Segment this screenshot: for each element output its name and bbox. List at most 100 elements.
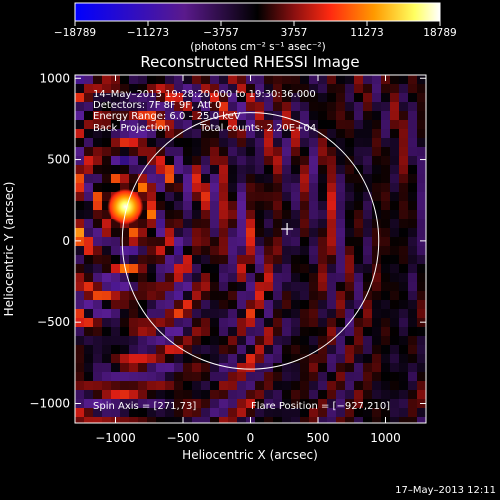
heatmap-cell	[345, 345, 355, 355]
heatmap-cell	[318, 84, 328, 94]
heatmap-cell	[246, 372, 256, 382]
heatmap-cell	[129, 165, 139, 175]
heatmap-cell	[93, 408, 103, 418]
heatmap-cell	[327, 201, 337, 211]
heatmap-cell	[399, 156, 409, 166]
heatmap-cell	[417, 183, 426, 193]
heatmap-cell	[75, 138, 85, 148]
heatmap-cell	[156, 75, 166, 85]
heatmap-cell	[390, 282, 400, 292]
heatmap-cell	[345, 75, 355, 85]
heatmap-cell	[354, 147, 364, 157]
heatmap-cell	[102, 147, 112, 157]
heatmap-cell	[309, 93, 319, 103]
heatmap-cell	[399, 75, 409, 85]
heatmap-cell	[156, 354, 166, 364]
heatmap-cell	[291, 111, 301, 121]
heatmap-cell	[372, 336, 382, 346]
heatmap-cell	[300, 390, 310, 400]
heatmap-cell	[138, 210, 148, 220]
heatmap-cell	[102, 264, 112, 274]
heatmap-cell	[183, 192, 193, 202]
heatmap-cell	[174, 219, 184, 229]
heatmap-cell	[390, 381, 400, 391]
heatmap-cell	[156, 183, 166, 193]
heatmap-cell	[246, 147, 256, 157]
heatmap-cell	[201, 228, 211, 238]
heatmap-cell	[129, 408, 139, 418]
heatmap-cell	[84, 264, 94, 274]
heatmap-cell	[399, 318, 409, 328]
heatmap-cell	[300, 327, 310, 337]
heatmap-cell	[390, 84, 400, 94]
heatmap-cell	[354, 372, 364, 382]
heatmap-cell	[183, 309, 193, 319]
heatmap-cell	[300, 165, 310, 175]
heatmap-cell	[102, 381, 112, 391]
heatmap-cell	[399, 291, 409, 301]
heatmap-cell	[282, 381, 292, 391]
heatmap-cell	[174, 201, 184, 211]
heatmap-cell	[111, 390, 121, 400]
heatmap-cell	[129, 246, 139, 256]
heatmap-cell	[192, 165, 202, 175]
heatmap-cell	[156, 282, 166, 292]
heatmap-cell	[201, 111, 211, 121]
heatmap-cell	[291, 156, 301, 166]
heatmap-cell	[192, 237, 202, 247]
heatmap-cell	[138, 300, 148, 310]
heatmap-cell	[354, 300, 364, 310]
heatmap-cell	[318, 363, 328, 373]
heatmap-cell	[399, 345, 409, 355]
colorbar-unit-label: (photons cm⁻² s⁻¹ asec⁻²)	[190, 41, 325, 53]
heatmap-cell	[327, 282, 337, 292]
heatmap-cell	[345, 174, 355, 184]
y-tick-label: 0	[62, 234, 70, 248]
heatmap-cell	[111, 165, 121, 175]
heatmap-cell	[390, 372, 400, 382]
heatmap-cell	[192, 255, 202, 265]
heatmap-cell	[111, 219, 121, 229]
heatmap-cell	[255, 129, 265, 139]
heatmap-cell	[246, 282, 256, 292]
heatmap-cell	[102, 408, 112, 418]
heatmap-cell	[417, 210, 426, 220]
heatmap-cell	[408, 264, 418, 274]
heatmap-cell	[129, 291, 139, 301]
heatmap-cell	[300, 129, 310, 139]
heatmap-cell	[399, 390, 409, 400]
heatmap-cell	[228, 156, 238, 166]
heatmap-cell	[174, 327, 184, 337]
heatmap-cell	[165, 111, 175, 121]
heatmap-cell	[354, 120, 364, 130]
heatmap-cell	[93, 363, 103, 373]
heatmap-cell	[174, 147, 184, 157]
heatmap-cell	[273, 210, 283, 220]
heatmap-cell	[399, 264, 409, 274]
heatmap-cell	[291, 345, 301, 355]
heatmap-cell	[75, 417, 85, 423]
heatmap-cell	[318, 354, 328, 364]
heatmap-cell	[111, 399, 121, 409]
y-tick-label: 1000	[39, 71, 70, 85]
heatmap-cell	[93, 201, 103, 211]
heatmap-cell	[372, 318, 382, 328]
heatmap-cell	[345, 390, 355, 400]
heatmap-cell	[219, 381, 229, 391]
heatmap-cell	[219, 147, 229, 157]
heatmap-cell	[156, 147, 166, 157]
heatmap-cell	[210, 156, 220, 166]
heatmap-cell	[165, 138, 175, 148]
heatmap-cell	[93, 291, 103, 301]
heatmap-cell	[120, 129, 130, 139]
heatmap-cell	[273, 309, 283, 319]
heatmap-cell	[156, 84, 166, 94]
heatmap-cell	[147, 408, 157, 418]
heatmap-cell	[300, 102, 310, 112]
heatmap-cell	[255, 102, 265, 112]
heatmap-cell	[318, 93, 328, 103]
heatmap-cell	[354, 399, 364, 409]
heatmap-cell	[219, 75, 229, 85]
heatmap-cell	[102, 174, 112, 184]
heatmap-cell	[120, 84, 130, 94]
